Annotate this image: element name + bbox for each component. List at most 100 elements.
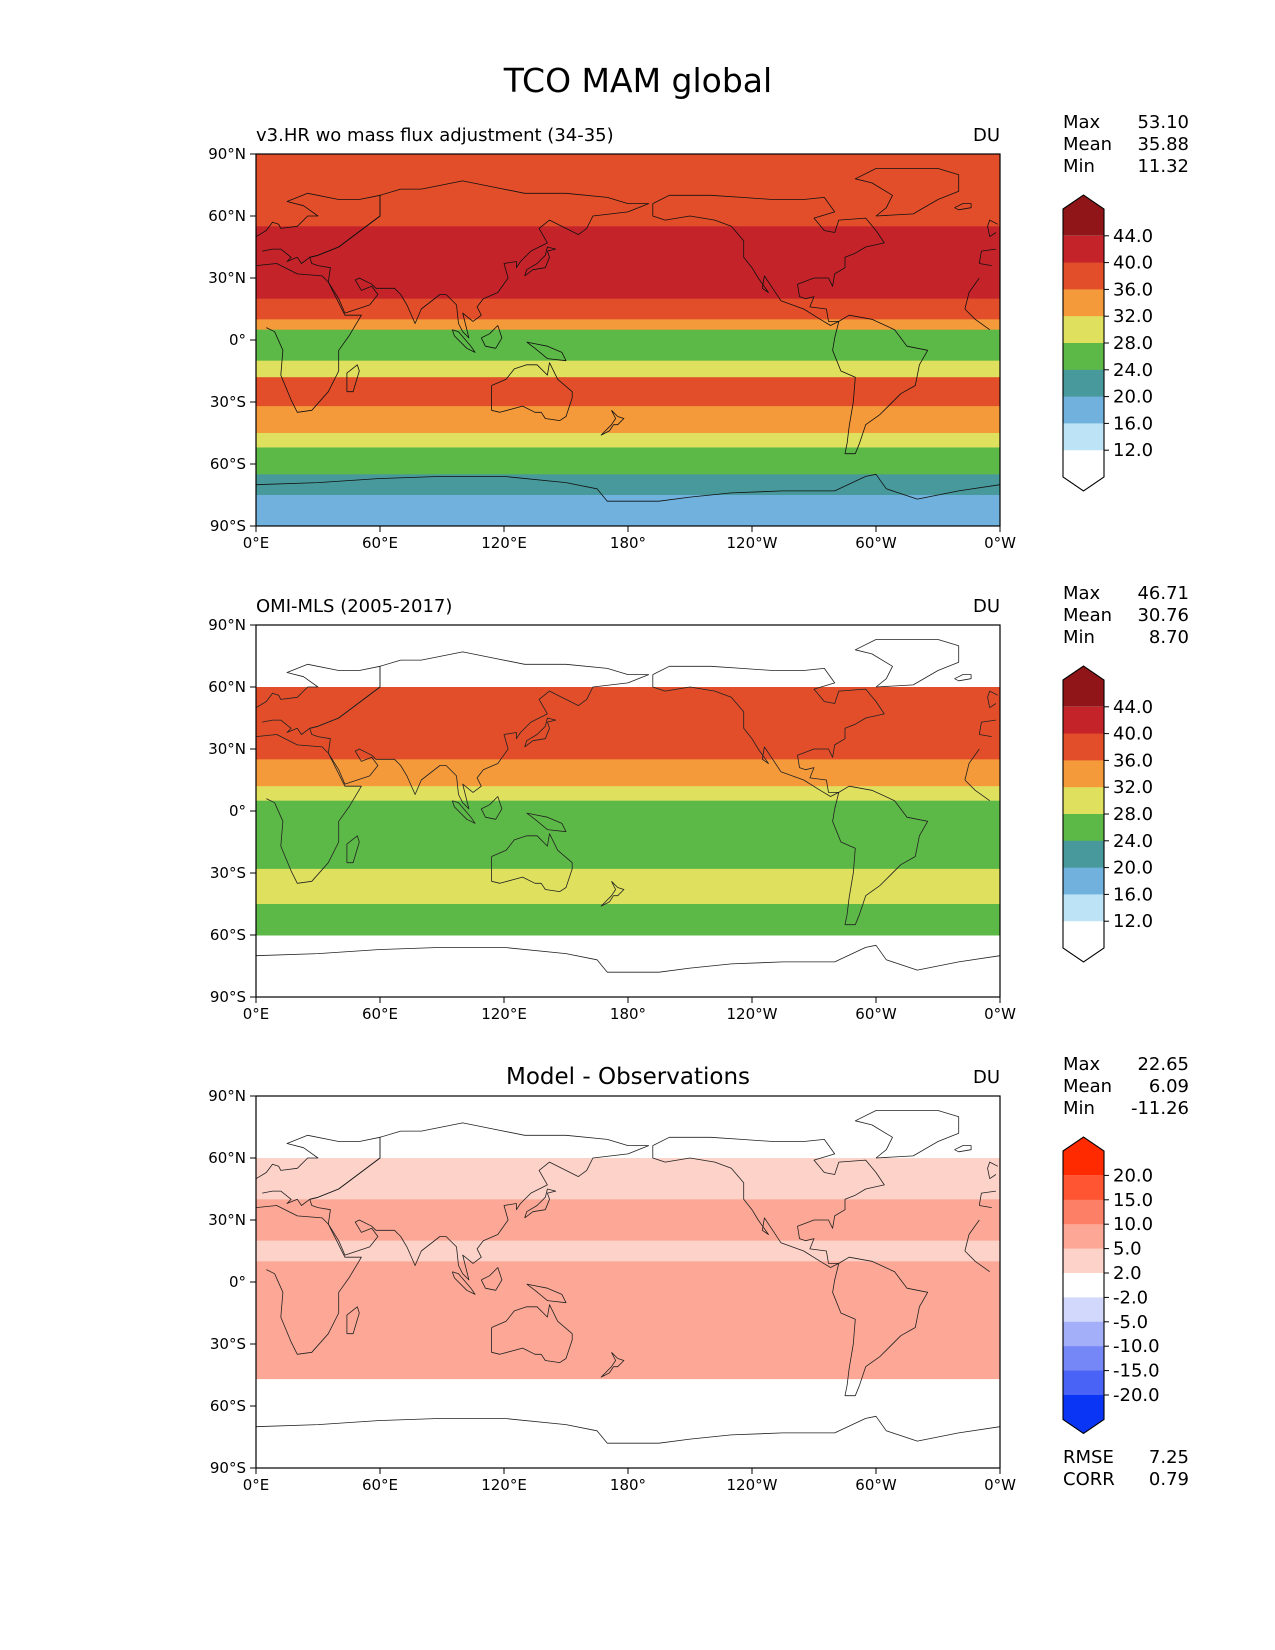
lon-tick-label: 120°W [727,534,778,552]
colorbar-segment [1063,1248,1104,1274]
panel-label: OMI-MLS (2005-2017) [256,596,452,617]
coastline [526,341,567,362]
coastline [451,800,476,824]
lon-tick-label: 60°W [855,1005,897,1023]
lat-tick-label: 90°N [208,616,246,634]
colorbar-label: 32.0 [1113,777,1153,798]
colorbar-segment [1063,235,1104,263]
stat-value: 30.76 [1137,605,1189,626]
stat-value: 22.65 [1137,1054,1189,1075]
stat-name: RMSE [1063,1447,1114,1468]
colorbar-segment [1063,262,1104,290]
zonal-band [256,842,1000,870]
colorbar-label: 24.0 [1113,831,1153,852]
coastline [600,410,625,436]
zonal-band [256,759,1000,787]
colorbar-segment [1063,396,1104,424]
lat-tick-label: 60°S [210,926,246,944]
colorbar-outline [1062,665,1105,963]
stat-name: Mean [1063,134,1112,155]
colorbar-segment [1063,450,1104,491]
colorbar-label: -20.0 [1113,1385,1160,1406]
colorbar-label: 32.0 [1113,306,1153,327]
zonal-band [256,495,1000,526]
coastline [524,246,557,277]
stat-value: 35.88 [1137,134,1189,155]
colorbar-label: 40.0 [1113,724,1153,745]
coastline [255,1134,996,1208]
coastline [987,690,999,709]
colorbar-segment [1063,1321,1104,1347]
lat-tick-label: 30°S [210,1335,246,1353]
coastline [480,325,503,349]
coastline [255,663,996,737]
map-panel-3: 90°N 60°N 30°N 0° 30°S 60°S 90°S0°E 60°E 120°E 18… [208,1054,1189,1494]
lat-tick-label: 90°S [210,988,246,1006]
colorbar-segment [1063,1273,1104,1298]
ozone-field [256,154,1000,526]
coastline [309,180,650,339]
lat-tick-label: 60°N [208,1149,246,1167]
coastline [451,329,476,353]
lat-tick-label: 0° [229,1273,246,1291]
colorbar-segment [1063,1199,1104,1225]
colorbar-segment [1063,369,1104,397]
zonal-band [256,329,1000,362]
colorbar-label: 44.0 [1113,697,1153,718]
colorbar-segment [1063,195,1104,236]
lat-tick-label: 60°N [208,207,246,225]
coastline [832,785,929,926]
colorbar-label: -10.0 [1113,1336,1160,1357]
colorbar: 44.0 40.0 36.0 32.0 28.0 24.0 20.0 16.0 12.0 [1062,194,1153,492]
coastline [255,473,1001,502]
colorbar-segment [1063,733,1104,761]
coastline [480,796,503,820]
lon-tick-label: 0°E [243,1476,270,1494]
coastline [255,1205,990,1355]
colorbar-label: -15.0 [1113,1361,1160,1382]
zonal-band [256,298,1000,320]
colorbar-segment [1063,423,1104,451]
coastline [491,1304,573,1363]
colorbar-outline [1062,194,1105,492]
colorbar-segment [1063,1224,1104,1249]
lon-tick-label: 180° [610,1476,646,1494]
zonal-band [256,406,1000,434]
zonal-band [256,687,1000,719]
colorbar-segment [1063,1137,1104,1176]
coastline [480,1267,503,1291]
colorbar-label: 28.0 [1113,333,1153,354]
unit-label: DU [973,125,1000,146]
stat-value: 46.71 [1137,583,1189,604]
coastline [954,203,972,211]
lon-tick-label: 60°W [855,1476,897,1494]
zonal-band [256,1199,1000,1242]
stat-name: Min [1063,156,1095,177]
zonal-band [256,1323,1000,1355]
lat-tick-label: 90°S [210,517,246,535]
lat-tick-label: 30°S [210,864,246,882]
map-panel-1: 90°N 60°N 30°N 0° 30°S 60°S 90°S0°E 60°E 120°E 18… [208,112,1189,552]
zonal-band [256,786,1000,802]
colorbar-label: 16.0 [1113,413,1153,434]
colorbar-label: 20.0 [1113,858,1153,879]
colorbar-label: -2.0 [1113,1287,1148,1308]
colorbar: 44.0 40.0 36.0 32.0 28.0 24.0 20.0 16.0 12.0 [1062,665,1153,963]
colorbar-segment [1063,1175,1104,1201]
coastline [255,1415,1001,1444]
colorbar-segment [1063,1297,1104,1323]
coastline [524,1188,557,1219]
colorbar-segment [1063,1346,1104,1371]
stat-value: -11.26 [1131,1098,1189,1119]
lon-tick-label: 60°E [362,1005,398,1023]
colorbar-segment [1063,666,1104,707]
lat-tick-label: 90°N [208,1087,246,1105]
lon-tick-label: 180° [610,1005,646,1023]
coastline [987,1161,999,1180]
coastline [987,219,999,238]
coastline [832,1256,929,1397]
coastline [346,1306,360,1335]
panel-label: v3.HR wo mass flux adjustment (34-35) [256,125,614,146]
coastline [524,717,557,748]
colorbar-label: 36.0 [1113,750,1153,771]
